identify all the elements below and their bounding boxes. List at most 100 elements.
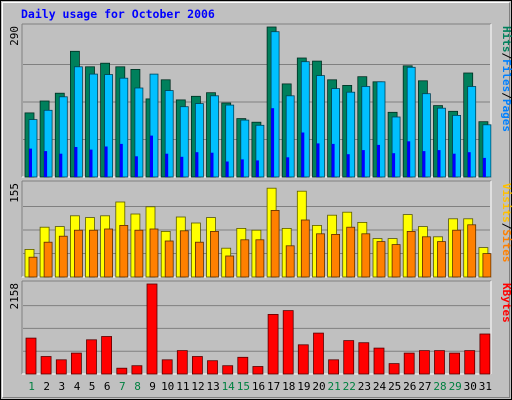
legend-part: Files <box>500 59 512 92</box>
bar-sites <box>210 230 219 278</box>
bar-sites <box>119 224 129 278</box>
bar-kbytes <box>71 352 82 375</box>
bar-kbytes <box>146 283 158 375</box>
bar-files <box>74 66 83 178</box>
bar-pages <box>407 141 411 177</box>
bar-pages <box>59 153 63 177</box>
bar-kbytes <box>252 366 264 375</box>
bar-files <box>255 124 265 178</box>
bar-sites <box>194 241 204 278</box>
bar-kbytes <box>116 367 128 375</box>
bar-sites <box>452 229 462 278</box>
legend-part: Visits <box>500 183 512 223</box>
bar-sites <box>437 241 446 278</box>
bar-kbytes <box>343 340 355 375</box>
bar-sites <box>406 230 416 278</box>
bar-pages <box>301 132 305 177</box>
bar-sites <box>376 241 386 278</box>
bar-kbytes <box>40 356 52 375</box>
bar-pages <box>180 156 184 177</box>
chart-title: Daily usage for October 2006 <box>21 7 215 21</box>
bar-sites <box>346 226 356 278</box>
bar-kbytes <box>55 359 67 375</box>
bar-kbytes <box>418 350 430 375</box>
bar-pages <box>134 156 138 177</box>
bar-kbytes <box>191 356 203 375</box>
bar-sites <box>285 245 295 278</box>
bar-kbytes <box>222 365 234 375</box>
bar-kbytes <box>282 310 294 375</box>
bar-files <box>225 104 235 178</box>
bar-files <box>376 81 386 178</box>
bar-sites <box>43 241 53 278</box>
bar-kbytes <box>434 350 445 375</box>
x-tick-label: 31 <box>479 380 492 393</box>
bar-files <box>194 103 204 178</box>
bar-files <box>149 73 159 178</box>
bar-files <box>437 107 446 178</box>
bar-pages <box>150 135 153 177</box>
bar-kbytes <box>25 337 37 375</box>
bar-files <box>240 119 250 178</box>
bar-pages <box>452 153 456 177</box>
x-tick-label: 30 <box>464 380 477 393</box>
bar-sites <box>104 228 113 278</box>
bar-pages <box>316 143 320 177</box>
bar-pages <box>225 161 229 177</box>
bar-files <box>346 91 356 178</box>
bar-sites <box>240 239 250 278</box>
x-tick-label: 4 <box>74 380 81 393</box>
legend-part: / <box>500 92 512 99</box>
bar-pages <box>482 157 486 177</box>
x-tick-label: 25 <box>388 380 401 393</box>
bar-files <box>134 87 144 178</box>
bar-files <box>316 75 325 178</box>
bar-pages <box>74 147 78 177</box>
x-tick-label: 5 <box>89 380 96 393</box>
x-tick-label: 17 <box>267 380 280 393</box>
x-tick-label: 11 <box>176 380 189 393</box>
x-tick-label: 1 <box>28 380 35 393</box>
bar-sites <box>179 230 189 278</box>
x-tick-label: 14 <box>222 380 236 393</box>
x-tick-label: 9 <box>149 380 156 393</box>
bar-files <box>119 77 129 178</box>
bar-sites <box>421 236 431 278</box>
legend-part: Hits <box>500 26 512 53</box>
x-tick-label: 28 <box>433 380 446 393</box>
bar-pages <box>195 152 199 177</box>
bar-sites <box>270 209 280 278</box>
bar-sites <box>467 224 477 278</box>
legend-part: Pages <box>500 99 512 132</box>
bar-files <box>28 119 38 178</box>
bar-files <box>104 74 113 178</box>
x-tick-label: 3 <box>58 380 65 393</box>
legend-part: / <box>500 53 512 60</box>
ymax-label: 2158 <box>8 283 21 310</box>
bar-kbytes <box>373 347 385 375</box>
x-tick-label: 12 <box>191 380 204 393</box>
bar-pages <box>361 150 365 177</box>
bar-sites <box>74 229 83 278</box>
bar-pages <box>44 151 48 177</box>
bar-sites <box>149 228 159 278</box>
bar-pages <box>210 152 214 177</box>
bar-pages <box>119 143 123 177</box>
x-tick-label: 2 <box>43 380 50 393</box>
bar-sites <box>361 233 371 278</box>
bar-sites <box>225 255 235 278</box>
bar-files <box>391 116 401 178</box>
x-tick-label: 16 <box>252 380 265 393</box>
bar-kbytes <box>449 352 461 375</box>
bar-pages <box>89 149 93 177</box>
x-tick-label: 20 <box>312 380 325 393</box>
bar-kbytes <box>86 339 97 375</box>
x-tick-label: 15 <box>237 380 250 393</box>
x-tick-label: 19 <box>297 380 310 393</box>
bar-files <box>270 31 280 178</box>
bar-kbytes <box>358 342 370 375</box>
x-tick-label: 22 <box>343 380 356 393</box>
bar-sites <box>164 240 174 278</box>
series-legend-label: KBytes <box>500 283 512 323</box>
